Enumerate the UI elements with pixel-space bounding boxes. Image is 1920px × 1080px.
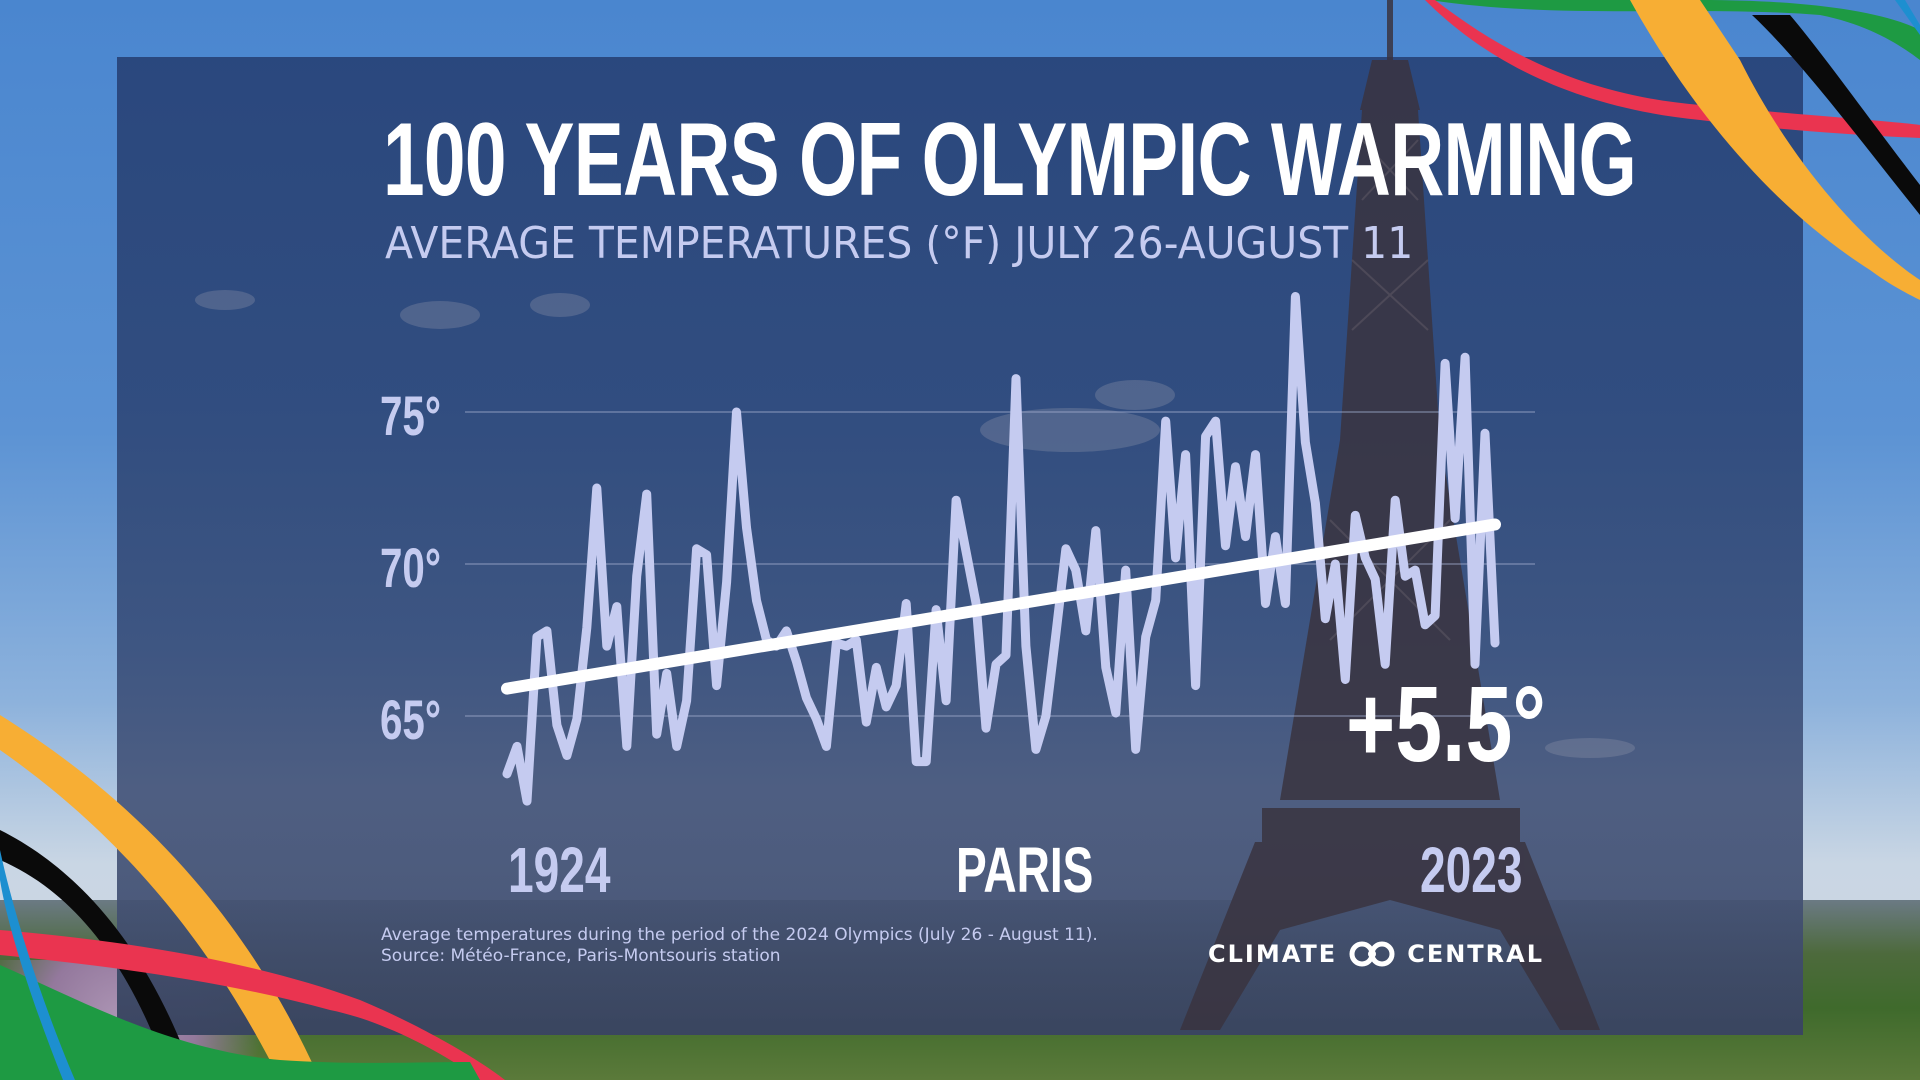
y-tick-65: 65° bbox=[380, 688, 441, 751]
logo-word-central: CENTRAL bbox=[1407, 940, 1545, 968]
footnote: Average temperatures during the period o… bbox=[381, 925, 1098, 967]
logo-word-climate: CLIMATE bbox=[1208, 940, 1338, 968]
trend-change-label: +5.5° bbox=[1346, 663, 1546, 784]
x-label-end-year: 2023 bbox=[1420, 834, 1523, 906]
x-label-start-year: 1924 bbox=[508, 834, 611, 906]
trend-line bbox=[501, 518, 1501, 695]
y-tick-75: 75° bbox=[380, 384, 441, 447]
footnote-description: Average temperatures during the period o… bbox=[381, 925, 1098, 945]
temperature-line bbox=[502, 292, 1500, 806]
x-label-city: PARIS bbox=[956, 834, 1094, 906]
y-tick-70: 70° bbox=[380, 536, 441, 599]
climate-central-logo: CLIMATE CENTRAL bbox=[1208, 940, 1544, 968]
chart-subtitle: AVERAGE TEMPERATURES (°F) JULY 26-AUGUST… bbox=[385, 218, 1414, 269]
climate-central-rings-icon bbox=[1349, 941, 1395, 967]
footnote-source: Source: Météo-France, Paris-Montsouris s… bbox=[381, 946, 781, 966]
